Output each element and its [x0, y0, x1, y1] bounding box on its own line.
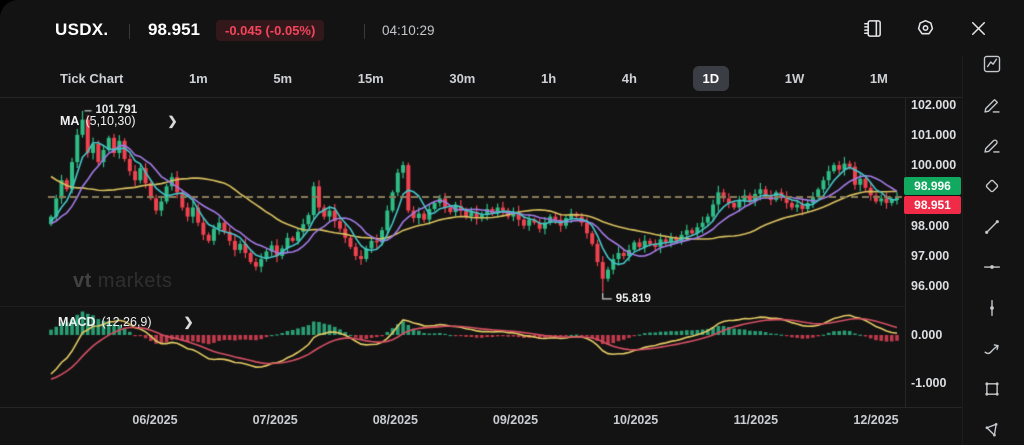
time-axis-label: 11/2025 — [733, 413, 779, 427]
divider — [0, 407, 962, 408]
vertical-line-icon[interactable] — [981, 296, 1005, 320]
pencil-icon[interactable] — [981, 93, 1005, 117]
macd-indicator-label[interactable]: MACD (12,26,9) ❯ — [58, 315, 194, 329]
macd-params: (12,26,9) — [101, 315, 152, 329]
price-axis-label: 101.000 — [911, 127, 957, 142]
timeframe-tab-1h[interactable]: 1h — [540, 71, 557, 86]
divider — [962, 55, 963, 445]
low-price-annotation: 95.819 — [615, 292, 651, 305]
time-axis-label: 09/2025 — [492, 413, 539, 427]
ma-name: MA — [60, 114, 80, 128]
ma-indicator-label[interactable]: MA (5,10,30) ❯ — [60, 114, 178, 128]
ask-price-badge: 98.996 — [904, 177, 961, 195]
price-axis-label: 100.000 — [911, 158, 957, 173]
divider — [0, 306, 905, 307]
rectangle-tool-icon[interactable] — [981, 377, 1005, 401]
macd-axis-label: 0.000 — [911, 328, 943, 342]
price-axis-label: 102.000 — [911, 97, 957, 112]
last-price-badge: 98.951 — [904, 196, 961, 214]
price-change-badge: -0.045 (-0.05%) — [216, 20, 325, 41]
watermark-vt: vt — [73, 270, 92, 292]
timeframe-tabs: Tick Chart 1m 5m 15m 30m 1h 4h 1D 1W 1M — [50, 66, 898, 91]
chevron-right-icon[interactable]: ❯ — [183, 315, 194, 329]
eraser-icon[interactable] — [981, 174, 1005, 198]
timeframe-tab-30m[interactable]: 30m — [449, 71, 476, 86]
wave-arrow-icon[interactable] — [981, 337, 1005, 361]
ma-params: (5,10,30) — [85, 114, 136, 128]
timeframe-tab-tick-chart[interactable]: Tick Chart — [60, 71, 124, 86]
vt-markets-watermark: vt markets — [73, 270, 172, 293]
time-axis-label: 12/2025 — [853, 413, 899, 427]
timeframe-tab-1m[interactable]: 1m — [188, 71, 208, 86]
chevron-right-icon[interactable]: ❯ — [167, 114, 178, 128]
watermark-markets: markets — [97, 270, 173, 292]
time-axis-label: 06/2025 — [132, 413, 178, 427]
polygon-tool-icon[interactable] — [981, 418, 1005, 442]
time-axis-label: 08/2025 — [372, 413, 418, 427]
time-axis-label: 10/2025 — [613, 413, 659, 427]
timeframe-tab-1m[interactable]: 1M — [869, 71, 888, 86]
timeframe-tab-5m[interactable]: 5m — [273, 71, 293, 86]
journal-icon[interactable] — [861, 17, 884, 40]
drawing-toolbar — [962, 52, 1024, 442]
timeframe-tab-1w[interactable]: 1W — [784, 71, 805, 86]
price-axis-label: 96.000 — [911, 279, 950, 294]
last-price: 98.951 — [148, 20, 200, 39]
high-price-annotation: 101.791 — [95, 103, 138, 116]
macd-name: MACD — [58, 315, 96, 329]
settings-gear-icon[interactable] — [914, 17, 937, 40]
time-axis-label: 07/2025 — [252, 413, 298, 427]
trend-line-icon[interactable] — [981, 215, 1005, 239]
symbol-name: USDX. — [55, 20, 109, 39]
price-axis-label: 98.000 — [911, 218, 950, 233]
chart-header: USDX. 98.951 -0.045 (-0.05%) 04:10:29 — [0, 0, 1024, 55]
close-icon[interactable] — [967, 17, 990, 40]
marker-pencil-icon[interactable] — [981, 133, 1005, 157]
divider — [905, 97, 906, 407]
divider — [0, 97, 962, 98]
line-chart-icon[interactable] — [981, 52, 1005, 76]
timeframe-tab-1d[interactable]: 1D — [692, 66, 730, 91]
divider — [364, 24, 365, 39]
price-axis-label: 97.000 — [911, 249, 950, 263]
horizontal-line-icon[interactable] — [981, 255, 1005, 279]
macd-axis-label: -1.000 — [911, 376, 947, 390]
divider — [129, 24, 130, 39]
timeframe-tab-4h[interactable]: 4h — [621, 71, 637, 86]
timeframe-tab-15m[interactable]: 15m — [357, 71, 384, 86]
clock: 04:10:29 — [382, 23, 435, 38]
